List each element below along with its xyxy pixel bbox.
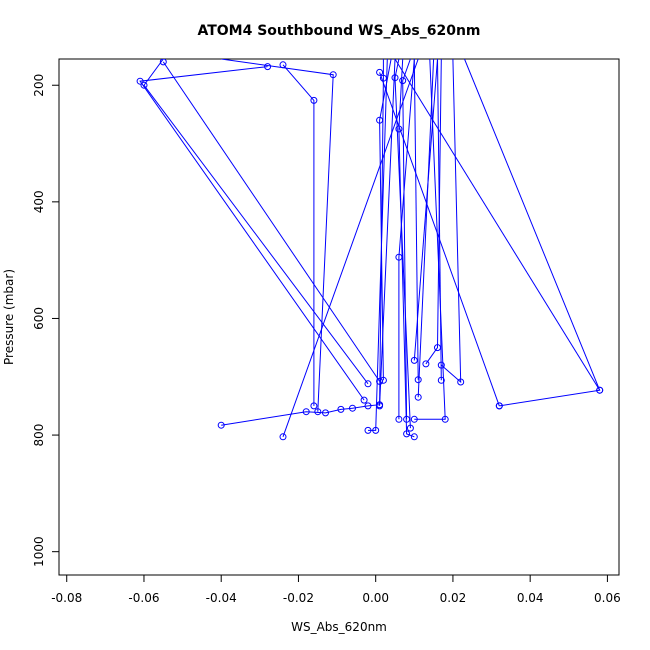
y-tick-label: 1000 [32,536,46,567]
x-tick-label: -0.04 [206,591,237,605]
data-point [379,376,387,384]
data-point [136,77,144,85]
data-point [329,71,337,79]
data-point [414,376,422,384]
data-point [310,96,318,104]
x-axis: -0.08 -0.06 -0.04 -0.02 0.00 0.02 0.04 0.06 [51,574,621,605]
x-tick-label: 0.06 [594,591,621,605]
profile-line [282,64,315,406]
data-point [302,408,310,416]
y-axis-label: Pressure (mbar) [2,269,16,365]
data-point [322,409,329,417]
data-point [360,396,368,404]
profile-line [437,59,442,381]
profile-line [368,59,388,431]
y-tick-label: 400 [32,190,46,213]
x-axis-label: WS_Abs_620nm [291,620,387,634]
profile-line [379,59,392,381]
data-point [264,63,272,71]
data-point [457,378,465,386]
data-point [410,356,418,364]
profile-line [379,72,500,407]
data-point [364,380,372,388]
x-tick-label: -0.02 [283,591,314,605]
data-point [403,430,411,438]
x-tick-label: 0.02 [440,591,467,605]
data-point [495,402,503,410]
data-point [395,253,403,261]
profile-line [414,59,446,420]
data-point [140,81,148,89]
x-tick-label: 0.00 [362,591,389,605]
profile-line [440,59,462,384]
data-point [376,116,384,124]
plot-area [136,59,604,441]
data-point [376,68,384,76]
data-series [136,59,604,441]
data-point [217,421,225,429]
profile-line [413,59,438,361]
y-tick-label: 200 [32,74,46,97]
data-point [376,402,384,410]
data-point [410,433,418,441]
profile-line [425,59,442,365]
profile-line [143,59,369,385]
data-point [414,393,422,401]
data-point [399,77,407,85]
x-tick-label: -0.06 [128,591,159,605]
profile-line [464,59,601,407]
y-tick-label: 600 [32,307,46,330]
data-point [403,415,411,423]
data-point [372,426,380,434]
data-point [314,408,322,416]
x-tick-label: -0.08 [51,591,82,605]
profile-line [221,59,334,412]
data-point [364,426,372,434]
profile-line [282,59,419,437]
data-point [395,415,403,423]
plot-frame [58,58,620,576]
profile-line [402,59,411,420]
data-point [437,376,445,384]
profile-line [162,61,381,382]
data-point [437,361,445,369]
y-axis: 200 400 600 800 1000 [32,74,60,567]
data-point [337,405,345,413]
data-point [279,433,287,441]
data-point [422,360,430,368]
data-point [410,415,418,423]
data-point [349,404,356,412]
data-point [310,402,318,410]
chart-title: ATOM4 Southbound WS_Abs_620nm [197,23,480,39]
profile-line [379,59,396,406]
y-tick-label: 800 [32,424,46,447]
profile-line [394,59,601,391]
profile-line [221,59,384,426]
profile-line [417,59,435,398]
profile-line [398,59,415,438]
x-tick-label: 0.04 [517,591,544,605]
data-point [596,386,604,394]
profile-line [139,66,365,401]
data-point [159,59,167,66]
profile-line [398,59,415,420]
data-point [391,74,399,82]
data-point [441,415,449,423]
profile-line [413,59,419,380]
data-point [406,424,414,432]
data-point [364,402,372,410]
